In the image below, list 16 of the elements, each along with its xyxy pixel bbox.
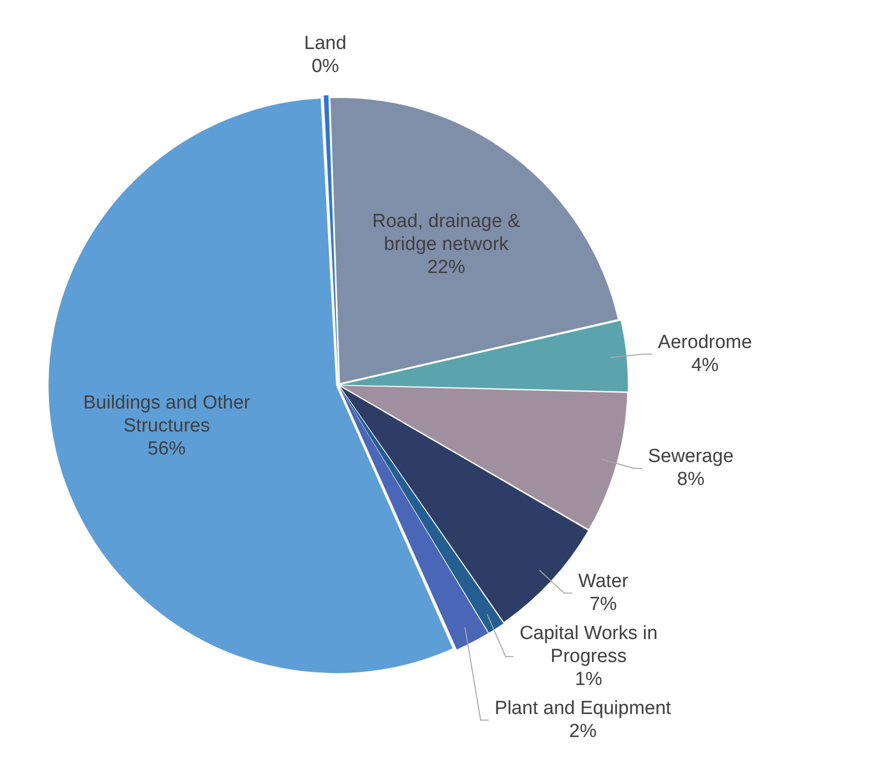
slice-label: Plant and Equipment bbox=[494, 698, 672, 719]
slice-label: Sewerage bbox=[648, 446, 734, 468]
data-label: 2% bbox=[569, 720, 597, 742]
slice-label: Buildings and Other Structures bbox=[83, 392, 251, 436]
data-label: 7% bbox=[589, 594, 618, 615]
data-label: 4% bbox=[691, 354, 719, 376]
slice-label: Water bbox=[578, 570, 629, 592]
data-label: 56% bbox=[148, 438, 186, 460]
data-label: 0% bbox=[312, 56, 340, 78]
data-label: 22% bbox=[427, 257, 466, 278]
slice-label: Land bbox=[304, 33, 346, 54]
data-label: 8% bbox=[677, 469, 705, 490]
slice-label: Road, drainage & bridge network bbox=[372, 211, 520, 256]
slice-label: Capital Works in Progress bbox=[520, 622, 658, 667]
slice-label: Aerodrome bbox=[658, 332, 752, 353]
data-label: 1% bbox=[574, 668, 602, 690]
